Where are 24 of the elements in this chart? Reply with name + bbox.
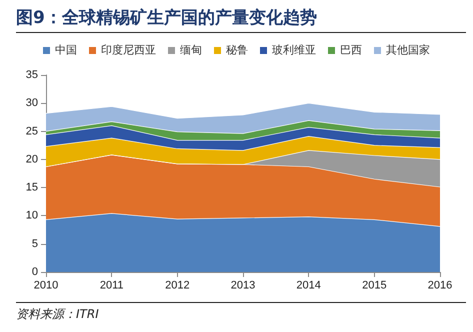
x-tick-label: 2014 [296, 280, 321, 292]
legend-label: 印度尼西亚 [101, 44, 156, 56]
y-tick-label: 35 [26, 69, 38, 81]
legend-label: 玻利维亚 [272, 44, 316, 56]
legend-label: 中国 [55, 44, 77, 56]
y-tick-label: 15 [26, 182, 38, 194]
x-tick-label: 2011 [100, 280, 124, 292]
y-tick-label: 30 [26, 97, 38, 110]
legend-label: 缅甸 [180, 44, 202, 56]
chart-title: 图9：全球精锡矿生产国的产量变化趋势 [16, 6, 466, 33]
x-tick-label: 2012 [165, 280, 190, 292]
y-tick-label: 10 [26, 210, 38, 222]
x-tick-label: 2013 [230, 280, 256, 292]
x-tick-label: 2015 [362, 280, 387, 292]
legend-label: 秘鲁 [226, 44, 248, 56]
x-tick-label: 2010 [34, 280, 58, 292]
text: 资料来源：ITRI [16, 302, 466, 323]
x-tick-label: 2016 [428, 280, 452, 292]
legend-label: 巴西 [340, 44, 362, 56]
y-tick-label: 25 [26, 125, 38, 138]
y-tick-label: 20 [26, 153, 38, 166]
legend-label: 其他国家 [386, 44, 430, 56]
y-tick-label: 0 [32, 266, 38, 278]
y-tick-label: 5 [32, 238, 38, 250]
